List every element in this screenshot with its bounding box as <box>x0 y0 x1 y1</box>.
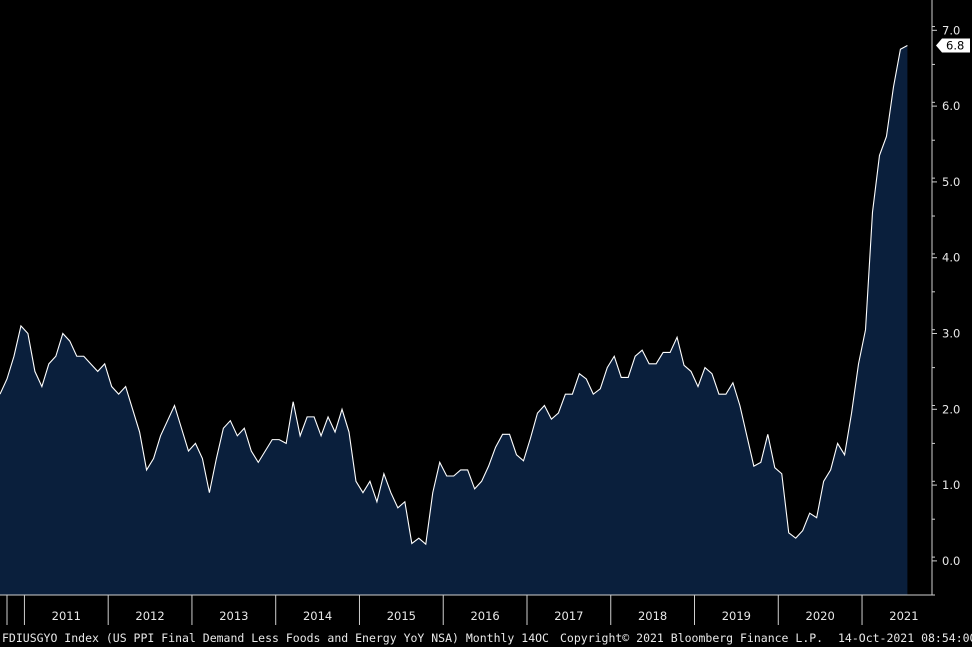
x-tick-label: 2014 <box>303 609 332 623</box>
y-tick-label: 4.0 <box>942 251 960 265</box>
x-tick-label: 2011 <box>52 609 81 623</box>
x-tick-label: 2021 <box>889 609 918 623</box>
y-tick-label: 7.0 <box>942 23 960 37</box>
y-tick-label: 0.0 <box>942 554 960 568</box>
x-tick-label: 2017 <box>554 609 583 623</box>
x-tick-label: 2012 <box>135 609 164 623</box>
series-area <box>0 45 908 596</box>
x-tick-label: 2016 <box>470 609 499 623</box>
footer-ticker: FDIUSGYO Index (US PPI Final Demand Less… <box>2 631 549 645</box>
x-tick-label: 2020 <box>806 609 835 623</box>
x-axis: 2011 2012 2013 2014 2015 2016 2017 2018 2019 2020… <box>0 594 932 625</box>
series-line <box>0 44 908 546</box>
y-tick-label: 2.0 <box>942 402 960 416</box>
x-tick-label: 2013 <box>219 609 248 623</box>
last-value-badge <box>936 38 970 53</box>
x-tick-label: 2019 <box>722 609 751 623</box>
y-tick-label: 6.0 <box>942 99 960 113</box>
y-tick-label: 1.0 <box>942 478 960 492</box>
y-tick-label: 3.0 <box>942 327 960 341</box>
x-tick-label: 2018 <box>638 609 667 623</box>
x-tick-label: 2015 <box>387 609 416 623</box>
y-axis: 0.0 1.0 2.0 3.0 4.0 5.0 6.0 7.06.8 <box>931 0 970 596</box>
footer-timestamp: 14-Oct-2021 08:54:00 <box>838 631 972 645</box>
footer-copyright: Copyright© 2021 Bloomberg Finance L.P. <box>560 631 824 645</box>
y-tick-label: 5.0 <box>942 175 960 189</box>
plot-area <box>0 44 908 596</box>
last-value-label: 6.8 <box>946 38 964 52</box>
